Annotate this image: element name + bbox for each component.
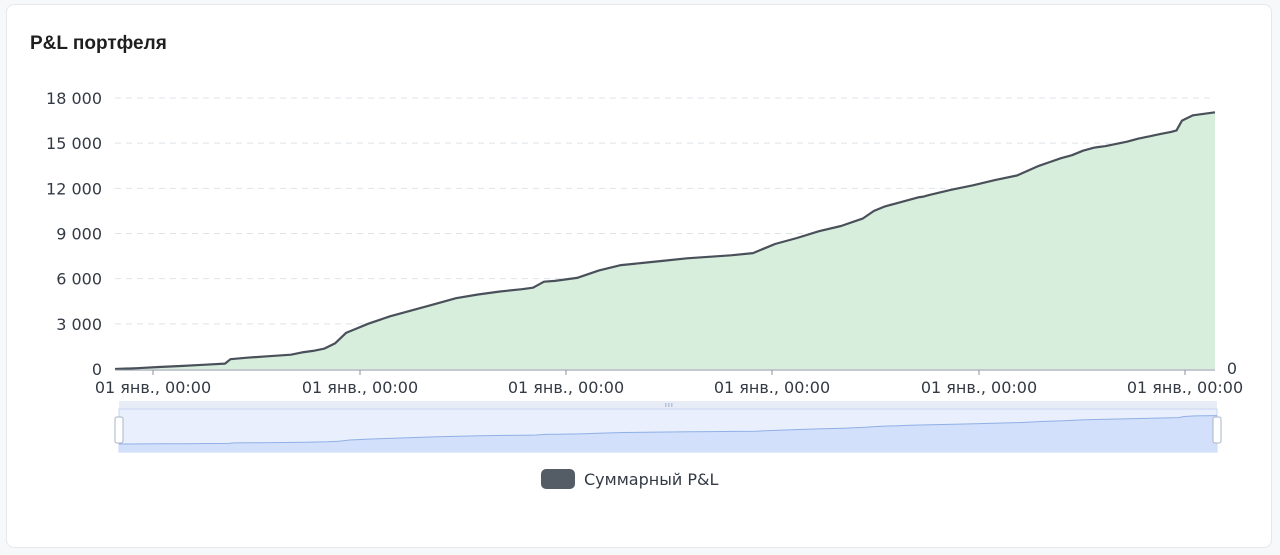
zoom-left-handle[interactable] xyxy=(114,416,124,444)
x-tick-label: 01 янв., 00:00 xyxy=(508,378,624,397)
x-tick-label: 01 янв., 00:00 xyxy=(921,378,1037,397)
x-tick-label: 01 янв., 00:00 xyxy=(714,378,830,397)
legend[interactable]: Суммарный P&L xyxy=(541,467,718,491)
x-axis: 01 янв., 00:00 01 янв., 00:00 01 янв., 00:… xyxy=(95,369,1243,397)
series-area xyxy=(115,112,1215,370)
drag-grip-icon[interactable] xyxy=(671,403,673,407)
secondary-y-tick-label: 0 xyxy=(1227,359,1237,378)
rounded-rect-legend-icon xyxy=(541,469,575,489)
drag-grip-icon[interactable] xyxy=(668,403,670,407)
x-tick-label: 01 янв., 00:00 xyxy=(302,378,418,397)
zoom-slider[interactable] xyxy=(114,401,1222,453)
card-title: P&L портфеля xyxy=(30,33,167,54)
series-line xyxy=(114,111,1216,371)
drag-grip-icon[interactable] xyxy=(665,403,667,407)
y-tick-label: 12 000 xyxy=(46,179,102,198)
y-tick-label: 3 000 xyxy=(56,315,102,334)
y-tick-label: 6 000 xyxy=(56,270,102,289)
y-axis: 0 3 000 6 000 9 000 12 000 15 000 18 000 0 xyxy=(46,89,1237,379)
y-tick-label: 9 000 xyxy=(56,225,102,244)
x-tick-label: 01 янв., 00:00 xyxy=(1127,378,1243,397)
y-tick-label: 0 xyxy=(92,360,102,379)
x-tick-label: 01 янв., 00:00 xyxy=(95,378,211,397)
zoom-right-handle[interactable] xyxy=(1212,416,1222,444)
plot-area xyxy=(114,111,1216,371)
y-tick-label: 18 000 xyxy=(46,89,102,108)
zoom-series-line xyxy=(118,415,1218,445)
y-tick-label: 15 000 xyxy=(46,134,102,153)
legend-label: Суммарный P&L xyxy=(584,469,719,489)
